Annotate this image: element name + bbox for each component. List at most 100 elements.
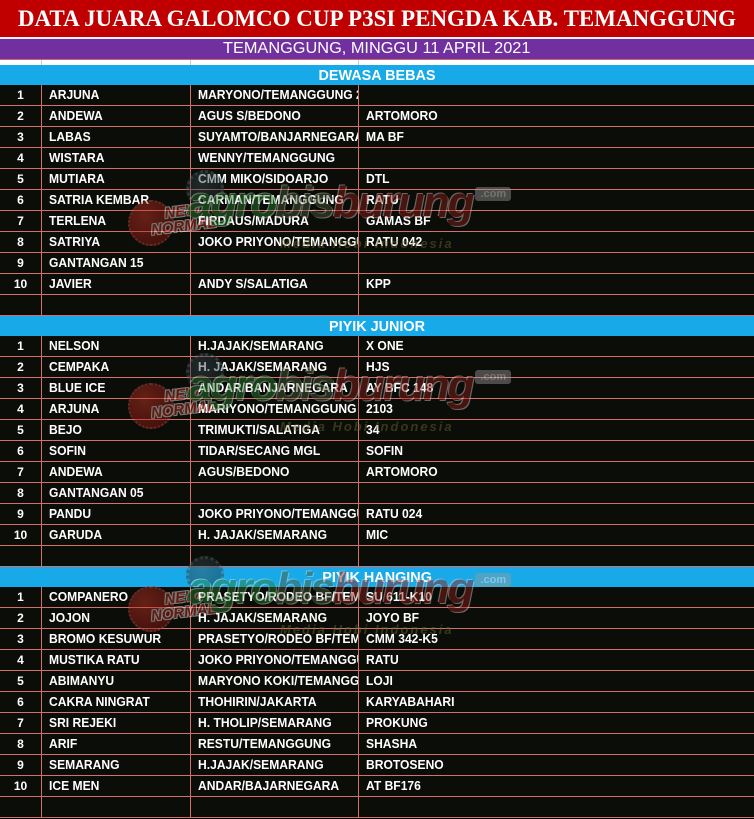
spacer-cell [0, 797, 41, 817]
bird-name-cell: BLUE ICE [42, 378, 190, 398]
poster-subheader: TEMANGGUNG, MINGGU 11 APRIL 2021 [0, 39, 754, 60]
owner-cell: PRASETYO/RODEO BF/TEMANGGUNG [191, 629, 358, 649]
owner-cell: H. JAJAK/SEMARANG [191, 525, 358, 545]
rank-cell: 4 [0, 148, 41, 168]
team-cell: JOYO BF [359, 608, 754, 628]
empty-sheet-row [0, 60, 754, 65]
owner-cell: TRIMUKTI/SALATIGA [191, 420, 358, 440]
owner-cell: ANDY S/SALATIGA [191, 274, 358, 294]
spacer-cell [191, 546, 358, 566]
team-cell [359, 85, 754, 105]
rank-cell: 6 [0, 692, 41, 712]
team-cell: GAMAS BF [359, 211, 754, 231]
bird-name-cell: ANDEWA [42, 462, 190, 482]
bird-name-cell: TERLENA [42, 211, 190, 231]
section-header-piyik-hanging: PIYIK HANGING [0, 567, 754, 587]
owner-cell: SUYAMTO/BANJARNEGARA [191, 127, 358, 147]
team-cell: AT BF176 [359, 776, 754, 796]
team-cell: PROKUNG [359, 713, 754, 733]
owner-cell: H. JAJAK/SEMARANG [191, 608, 358, 628]
owner-cell: TIDAR/SECANG MGL [191, 441, 358, 461]
spacer-cell [191, 797, 358, 817]
rank-cell: 6 [0, 190, 41, 210]
bird-name-cell: GANTANGAN 15 [42, 253, 190, 273]
spacer-cell [359, 546, 754, 566]
owner-cell: PRASETYO/RODEO BF/TEMANGGUNG [191, 587, 358, 607]
rank-cell: 1 [0, 85, 41, 105]
owner-cell: AGUS S/BEDONO [191, 106, 358, 126]
rank-cell: 7 [0, 713, 41, 733]
spacer-cell [42, 797, 190, 817]
rank-cell: 2 [0, 357, 41, 377]
owner-cell: AGUS/BEDONO [191, 462, 358, 482]
rank-cell: 5 [0, 671, 41, 691]
section-table-dewasa-bebas: 1 ARJUNA MARYONO/TEMANGGUNG 241 2 ANDEWA… [0, 85, 754, 316]
divider [0, 37, 754, 39]
owner-cell: H.JAJAK/SEMARANG [191, 755, 358, 775]
owner-cell: ANDAR/BAJARNEGARA [191, 776, 358, 796]
rank-cell: 3 [0, 127, 41, 147]
owner-cell [191, 483, 358, 503]
rank-cell: 2 [0, 608, 41, 628]
rank-cell: 7 [0, 211, 41, 231]
bird-name-cell: JAVIER [42, 274, 190, 294]
bird-name-cell: BROMO KESUWUR [42, 629, 190, 649]
bird-name-cell: ABIMANYU [42, 671, 190, 691]
section-header-piyik-junior: PIYIK JUNIOR [0, 316, 754, 336]
bird-name-cell: NELSON [42, 336, 190, 356]
rank-cell: 5 [0, 169, 41, 189]
rank-cell: 8 [0, 232, 41, 252]
rank-cell: 9 [0, 253, 41, 273]
section-title: PIYIK JUNIOR [328, 317, 426, 335]
owner-cell: CMM MIKO/SIDOARJO [191, 169, 358, 189]
owner-cell: H. THOLIP/SEMARANG [191, 713, 358, 733]
owner-cell: MARIYONO/TEMANGGUNG [191, 399, 358, 419]
bird-name-cell: PANDU [42, 504, 190, 524]
bird-name-cell: JOJON [42, 608, 190, 628]
bird-name-cell: CAKRA NINGRAT [42, 692, 190, 712]
owner-cell: CARMAN/TEMANGGUNG [191, 190, 358, 210]
team-cell: KARYABAHARI [359, 692, 754, 712]
team-cell: CMM 342-K5 [359, 629, 754, 649]
spacer-cell [42, 546, 190, 566]
bird-name-cell: MUSTIKA RATU [42, 650, 190, 670]
team-cell: 34 [359, 420, 754, 440]
section-table-piyik-junior: 1 NELSON H.JAJAK/SEMARANG X ONE 2 CEMPAK… [0, 336, 754, 567]
team-cell [359, 483, 754, 503]
team-cell: SHASHA [359, 734, 754, 754]
rank-cell: 3 [0, 629, 41, 649]
owner-cell: WENNY/TEMANGGUNG [191, 148, 358, 168]
rank-cell: 9 [0, 755, 41, 775]
bird-name-cell: LABAS [42, 127, 190, 147]
owner-cell: ANDAR/BANJARNEGARA [191, 378, 358, 398]
team-cell: RATU [359, 190, 754, 210]
team-cell: RATU [359, 650, 754, 670]
rank-cell: 4 [0, 650, 41, 670]
section-header-dewasa-bebas: DEWASA BEBAS [0, 65, 754, 85]
team-cell: SU 611-K10 [359, 587, 754, 607]
rank-cell: 10 [0, 274, 41, 294]
team-cell: LOJI [359, 671, 754, 691]
rank-cell: 1 [0, 587, 41, 607]
owner-cell: H. JAJAK/SEMARANG [191, 357, 358, 377]
team-cell: ARTOMORO [359, 106, 754, 126]
team-cell: X ONE [359, 336, 754, 356]
team-cell: MA BF [359, 127, 754, 147]
owner-cell: JOKO PRIYONO/TEMANGGUNG [191, 232, 358, 252]
rank-cell: 6 [0, 441, 41, 461]
team-cell: MIC [359, 525, 754, 545]
spacer-cell [0, 546, 41, 566]
team-cell: RATU 024 [359, 504, 754, 524]
bird-name-cell: SATRIA KEMBAR [42, 190, 190, 210]
rank-cell: 2 [0, 106, 41, 126]
page-title: DATA JUARA GALOMCO CUP P3SI PENGDA KAB. … [17, 5, 737, 31]
owner-cell: MARYONO/TEMANGGUNG 241 [191, 85, 358, 105]
bird-name-cell: ARIF [42, 734, 190, 754]
poster-header: DATA JUARA GALOMCO CUP P3SI PENGDA KAB. … [0, 0, 754, 37]
spacer-cell [191, 295, 358, 315]
owner-cell: FIRDAUS/MADURA [191, 211, 358, 231]
section-table-piyik-hanging: 1 COMPANERO PRASETYO/RODEO BF/TEMANGGUNG… [0, 587, 754, 818]
spacer-cell [42, 295, 190, 315]
team-cell: HJS [359, 357, 754, 377]
spacer-cell [359, 295, 754, 315]
